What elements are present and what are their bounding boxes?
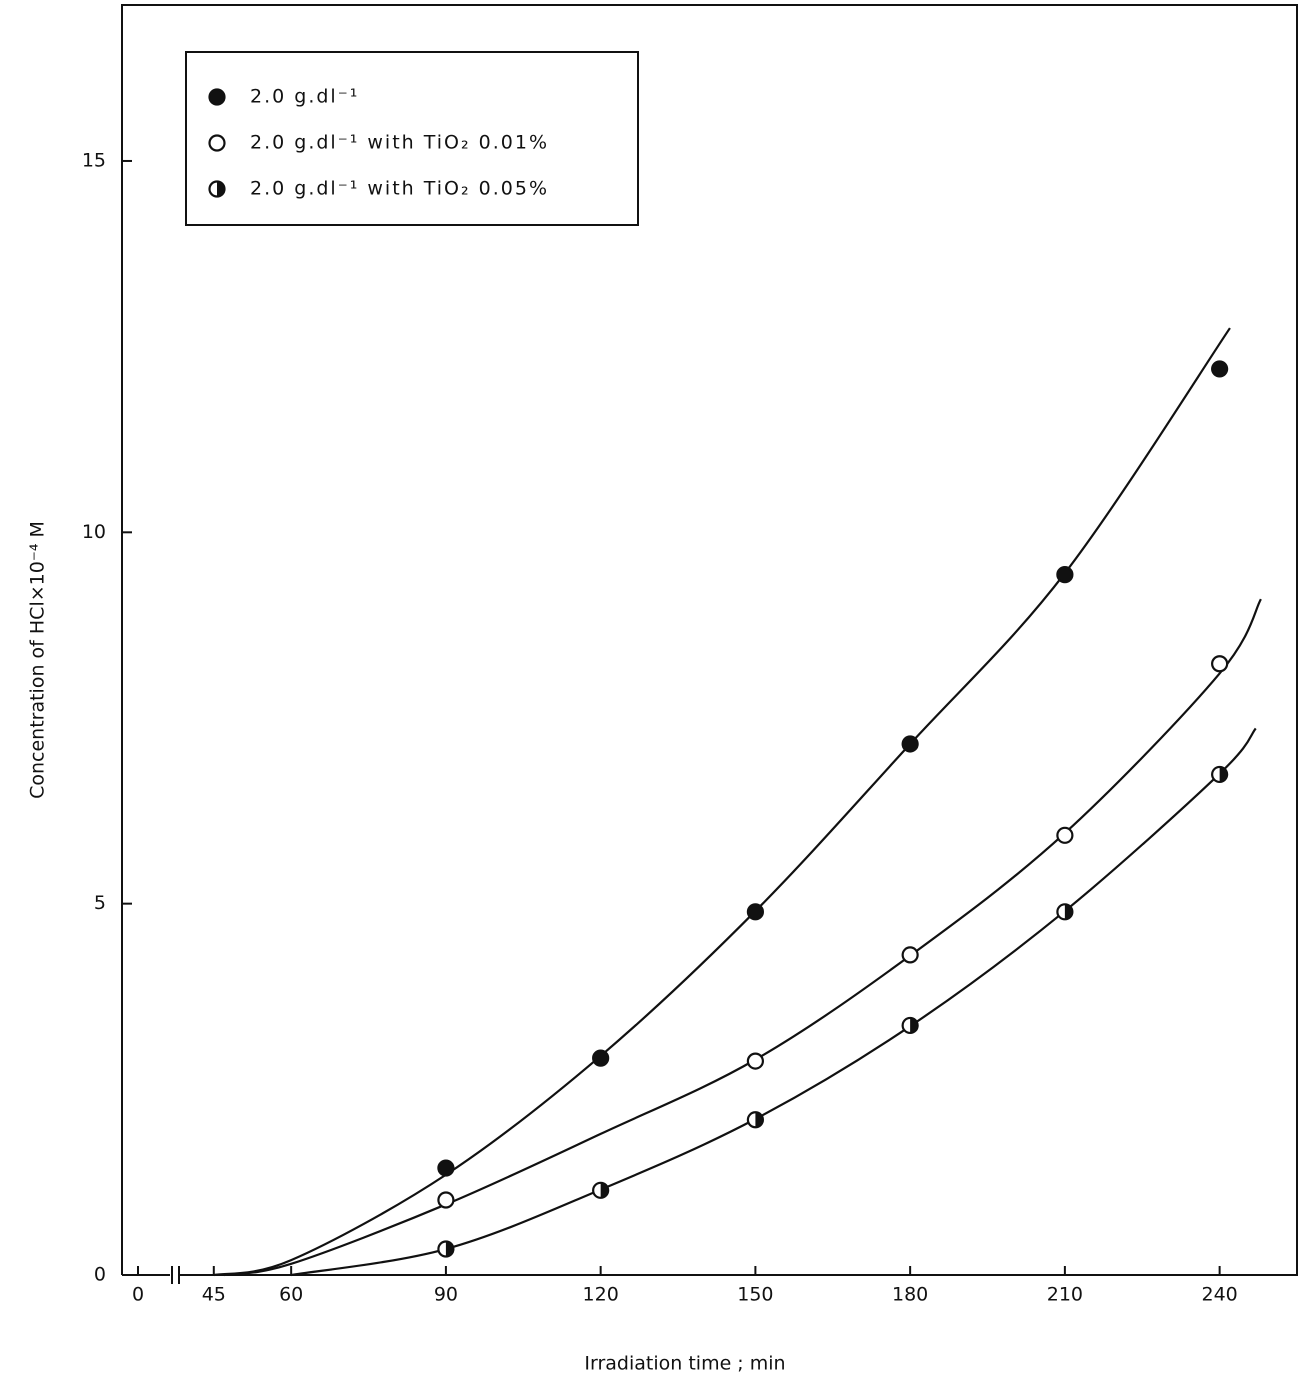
y-axis-label: Concentration of HCl×10⁻⁴ M	[27, 521, 49, 799]
x-tick-label: 120	[583, 1284, 619, 1306]
marker	[437, 1191, 455, 1209]
marker-half	[1219, 766, 1228, 782]
y-tick-label: 5	[94, 892, 106, 914]
legend-label: 2.0 g.dl⁻¹	[250, 86, 359, 108]
x-tick-label: 210	[1047, 1284, 1083, 1306]
x-tick-label: 180	[892, 1284, 928, 1306]
marker	[1056, 566, 1074, 584]
marker-outline	[208, 134, 226, 152]
marker-outline	[901, 946, 919, 964]
legend-marker	[208, 88, 226, 106]
marker	[592, 1181, 610, 1199]
marker	[1211, 765, 1229, 784]
marker-outline	[901, 735, 919, 753]
marker	[746, 903, 764, 921]
x-tick-label: 150	[737, 1284, 773, 1306]
marker-outline	[1056, 826, 1074, 844]
marker-half	[217, 181, 225, 197]
y-tick-label: 10	[82, 521, 106, 543]
marker-outline	[1211, 360, 1229, 378]
marker	[437, 1240, 455, 1258]
legend-box	[185, 51, 639, 226]
marker	[1056, 826, 1074, 844]
marker	[746, 1111, 764, 1129]
legend-label: 2.0 g.dl⁻¹ with TiO₂ 0.01%	[250, 132, 549, 154]
marker-half	[755, 1112, 763, 1128]
x-axis-label: Irradiation time ; min	[584, 1353, 785, 1375]
x-tick-label: 60	[279, 1284, 303, 1306]
legend-marker	[208, 180, 226, 198]
marker-outline	[1056, 566, 1074, 584]
y-tick-label: 15	[82, 149, 106, 171]
marker-half	[1064, 904, 1073, 920]
marker	[1211, 360, 1229, 378]
marker-outline	[208, 88, 226, 106]
marker	[901, 946, 919, 964]
marker-outline	[592, 1049, 610, 1067]
legend-marker	[208, 134, 226, 152]
marker-outline	[1211, 655, 1229, 673]
y-tick-label: 0	[94, 1264, 106, 1286]
legend-label: 2.0 g.dl⁻¹ with TiO₂ 0.05%	[250, 178, 549, 200]
marker	[1056, 903, 1074, 921]
plot-frame	[121, 4, 1298, 1276]
marker	[746, 1052, 764, 1070]
marker-outline	[437, 1191, 455, 1209]
fit-curve	[223, 598, 1262, 1277]
x-tick-label: 90	[434, 1284, 458, 1306]
x-tick-label: 0	[132, 1284, 144, 1306]
marker	[1211, 655, 1229, 673]
marker-half	[600, 1182, 609, 1198]
marker-half	[910, 1017, 918, 1033]
x-tick-label: 45	[202, 1284, 226, 1306]
fit-curve	[290, 727, 1257, 1277]
fit-curve	[213, 327, 1231, 1277]
marker	[437, 1159, 455, 1177]
marker-outline	[437, 1159, 455, 1177]
marker-half	[445, 1241, 454, 1257]
marker	[901, 735, 919, 753]
marker-outline	[746, 903, 764, 921]
marker	[592, 1049, 610, 1067]
marker-outline	[746, 1052, 764, 1070]
x-tick-label: 240	[1201, 1284, 1237, 1306]
marker	[901, 1016, 919, 1035]
